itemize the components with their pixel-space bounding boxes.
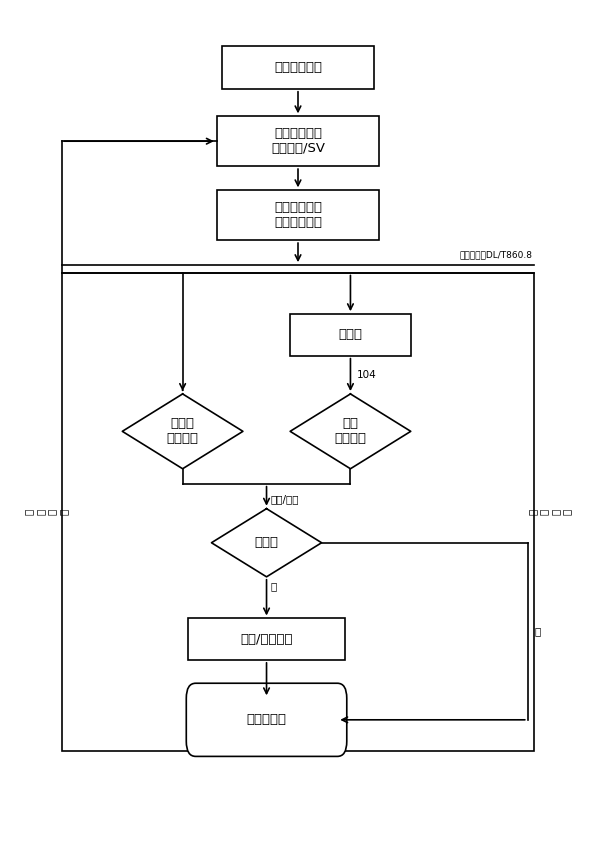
Text: 是: 是 xyxy=(534,626,540,637)
Bar xyxy=(188,618,345,660)
Polygon shape xyxy=(122,394,243,469)
Bar xyxy=(217,191,379,240)
Text: 分
层
装
置: 分 层 装 置 xyxy=(527,508,572,514)
Bar xyxy=(290,314,411,356)
Text: 合格/超时: 合格/超时 xyxy=(271,494,299,504)
Polygon shape xyxy=(212,508,322,577)
Text: 智能测控装置
采集计算处理: 智能测控装置 采集计算处理 xyxy=(274,201,322,229)
Text: 分析/记录原因: 分析/记录原因 xyxy=(240,633,293,646)
Polygon shape xyxy=(290,394,411,469)
Text: 分
层
装
置: 分 层 装 置 xyxy=(24,508,69,514)
Text: 远传
误差计算: 远传 误差计算 xyxy=(334,417,367,445)
Bar xyxy=(222,46,374,89)
FancyBboxPatch shape xyxy=(187,683,347,756)
Text: 继续下一项: 继续下一项 xyxy=(247,714,287,727)
Bar xyxy=(217,116,379,166)
Text: 104: 104 xyxy=(357,370,377,380)
Text: 遥测测试方案: 遥测测试方案 xyxy=(274,61,322,74)
Text: 站控层网络DL/T860.8: 站控层网络DL/T860.8 xyxy=(460,250,533,259)
Text: 否: 否 xyxy=(271,581,277,591)
Text: 远动机: 远动机 xyxy=(339,328,362,341)
Bar xyxy=(62,273,534,751)
Text: 均合格: 均合格 xyxy=(254,536,278,549)
Text: 站控层
误差计算: 站控层 误差计算 xyxy=(167,417,198,445)
Text: 信号仿真装置
输出对应/SV: 信号仿真装置 输出对应/SV xyxy=(271,127,325,155)
